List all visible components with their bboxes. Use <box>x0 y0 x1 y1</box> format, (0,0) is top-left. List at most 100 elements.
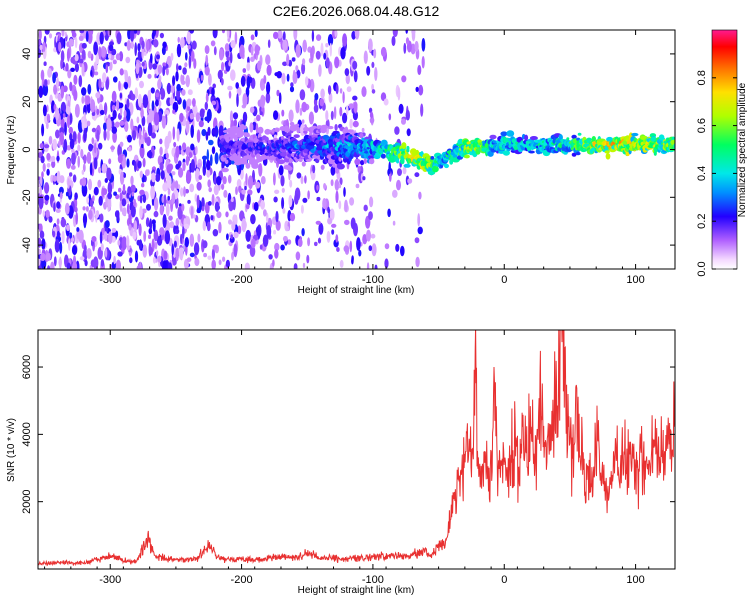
spectrogram-noise-cell <box>311 45 315 56</box>
spectrogram-noise-cell <box>302 197 308 203</box>
spectrogram-noise-cell <box>356 237 361 251</box>
spectrogram-noise-cell <box>225 259 230 268</box>
spectrogram-ridge-cell <box>251 162 259 169</box>
spectrogram-noise-cell <box>186 98 192 107</box>
colorbar-tick-label: 0.2 <box>696 214 708 229</box>
spectrogram-noise-cell <box>313 104 319 113</box>
spectrogram-noise-cell <box>242 93 248 108</box>
spectrogram-noise-cell <box>299 89 306 101</box>
spectrogram-noise-cell <box>323 52 327 60</box>
spectrogram-ridge-cell <box>284 127 291 133</box>
spectrogram-noise-cell <box>155 92 160 98</box>
spectrogram-noise-cell <box>241 189 246 195</box>
spectrogram-noise-cell <box>126 192 130 199</box>
spectrogram-noise-cell <box>44 30 50 35</box>
spectrogram-noise-cell <box>100 243 104 252</box>
spectrogram-noise-cell <box>154 73 157 79</box>
spectrogram-noise-cell <box>171 243 174 256</box>
spectrogram-noise-cell <box>207 255 212 260</box>
spectrogram-noise-cell <box>56 230 60 238</box>
spectrogram-noise-cell <box>85 30 89 42</box>
spectrogram-noise-cell <box>268 254 273 260</box>
spectrogram-noise-cell <box>124 121 129 133</box>
spectrogram-noise-cell <box>70 237 75 243</box>
spectrogram-noise-cell <box>373 48 377 59</box>
spectrogram-noise-cell <box>265 92 271 104</box>
spectrogram-noise-cell <box>366 65 371 76</box>
spectrogram-noise-cell <box>348 103 354 110</box>
spectrogram-noise-cell <box>139 205 143 219</box>
spectrogram-noise-cell <box>188 55 192 69</box>
spectrogram-noise-cell <box>172 75 176 86</box>
spectrogram-ridge-cell <box>224 159 229 165</box>
spectrogram-noise-cell <box>144 132 148 138</box>
spectrogram-noise-cell <box>293 263 298 269</box>
spectrogram-noise-cell <box>286 226 290 232</box>
spectrogram-noise-cell <box>78 229 84 244</box>
spectrogram-noise-cell <box>188 151 193 158</box>
spectrogram-ridge-cell <box>354 158 361 165</box>
spectrogram-y-tick-label: -20 <box>21 189 33 205</box>
spectrogram-noise-cell <box>417 226 423 235</box>
spectrogram-noise-cell <box>273 196 278 203</box>
spectrogram-noise-cell <box>202 155 208 160</box>
spectrogram-noise-cell <box>355 183 360 189</box>
spectrogram-noise-cell <box>67 178 70 189</box>
spectrogram-noise-cell <box>90 99 96 113</box>
spectrogram-noise-cell <box>300 204 304 214</box>
spectrogram-noise-cell <box>56 155 60 162</box>
spectrogram-noise-cell <box>95 210 98 223</box>
spectrogram-noise-cell <box>126 158 130 168</box>
spectrogram-noise-cell <box>126 245 130 251</box>
spectrogram-noise-cell <box>83 127 87 142</box>
spectrogram-noise-cell <box>116 32 122 45</box>
spectrogram-noise-cell <box>69 138 75 150</box>
spectrogram-noise-cell <box>344 199 348 212</box>
spectrogram-noise-cell <box>314 241 318 247</box>
spectrogram-noise-cell <box>138 223 142 236</box>
colorbar-tick-label: 0.4 <box>696 166 708 181</box>
spectrogram-noise-cell <box>105 220 110 229</box>
spectrogram-noise-cell <box>106 129 110 141</box>
spectrogram-noise-cell <box>91 137 95 145</box>
spectrogram-noise-cell <box>361 127 365 133</box>
spectrogram-noise-cell <box>368 211 373 221</box>
spectrogram-noise-cell <box>362 176 366 181</box>
spectrogram-noise-cell <box>87 50 92 59</box>
spectrogram-noise-cell <box>146 150 153 158</box>
spectrogram-ridge-cell <box>315 158 320 164</box>
spectrogram-noise-cell <box>119 141 124 147</box>
spectrogram-noise-cell <box>316 184 319 191</box>
spectrogram-noise-cell <box>187 89 193 96</box>
spectrogram-noise-cell <box>81 95 85 104</box>
spectrogram-noise-cell <box>189 183 195 193</box>
spectrogram-noise-cell <box>362 234 368 245</box>
spectrogram-noise-cell <box>109 61 113 71</box>
spectrogram-noise-cell <box>167 188 171 196</box>
spectrogram-noise-cell <box>138 239 143 250</box>
spectrogram-noise-cell <box>197 233 201 243</box>
spectrogram-noise-cell <box>48 216 53 223</box>
spectrogram-noise-cell <box>213 175 217 186</box>
spectrogram-noise-cell <box>383 98 389 106</box>
spectrogram-ridge-cell <box>670 139 675 146</box>
spectrogram-noise-cell <box>272 259 275 267</box>
spectrogram-noise-cell <box>334 56 340 69</box>
spectrogram-noise-cell <box>108 44 114 51</box>
spectrogram-noise-cell <box>166 175 172 189</box>
spectrogram-noise-cell <box>156 235 163 246</box>
spectrogram-noise-cell <box>180 37 185 49</box>
spectrogram-noise-cell <box>101 162 108 174</box>
spectrogram-noise-cell <box>417 213 421 227</box>
spectrogram-noise-cell <box>46 168 50 176</box>
spectrogram-noise-cell <box>330 179 334 187</box>
spectrogram-noise-cell <box>113 255 116 265</box>
spectrogram-noise-cell <box>155 173 161 182</box>
spectrogram-noise-cell <box>54 107 60 121</box>
spectrogram-noise-cell <box>114 121 120 128</box>
spectrogram-noise-cell <box>61 30 65 37</box>
spectrogram-noise-cell <box>115 259 121 269</box>
spectrogram-noise-cell <box>178 65 182 71</box>
spectrogram-noise-cell <box>141 143 144 149</box>
spectrogram-y-tick-label: 20 <box>21 96 33 108</box>
